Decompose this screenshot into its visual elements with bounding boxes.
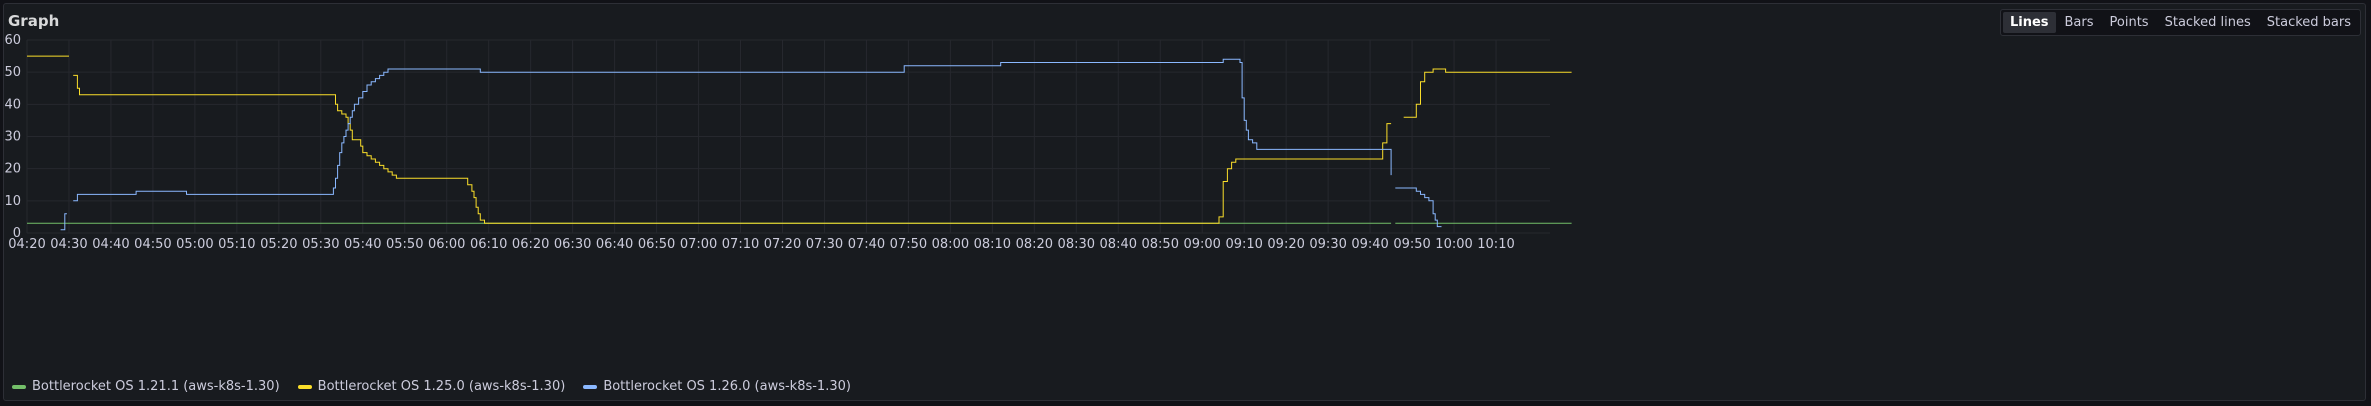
y-tick-label: 40 — [4, 97, 21, 112]
y-tick-label: 30 — [4, 130, 21, 145]
x-tick-label: 05:40 — [344, 237, 381, 252]
x-tick-label: 08:10 — [974, 237, 1011, 252]
series-lines — [27, 55, 1572, 231]
legend-swatch-yellow — [297, 384, 312, 389]
x-tick-label: 05:00 — [176, 237, 213, 252]
y-axis-ticks: 0 10 20 30 40 50 60 — [4, 33, 21, 241]
legend: Bottlerocket OS 1.21.1 (aws-k8s-1.30) Bo… — [12, 379, 851, 394]
x-tick-label: 07:10 — [722, 237, 759, 252]
x-tick-label: 07:00 — [680, 237, 717, 252]
x-tick-label: 09:30 — [1309, 237, 1346, 252]
view-option-bars[interactable]: Bars — [2064, 15, 2094, 30]
x-tick-label: 06:40 — [596, 237, 633, 252]
grid — [26, 39, 1550, 234]
x-tick-label: 09:40 — [1351, 237, 1388, 252]
y-tick-label: 60 — [4, 33, 21, 48]
view-option-lines[interactable]: Lines — [2002, 12, 2056, 33]
x-tick-label: 10:10 — [1477, 237, 1514, 252]
x-tick-label: 04:50 — [134, 237, 171, 252]
x-axis-ticks: 04:20 04:30 04:40 04:50 05:00 05:10 05:20 05:30… — [8, 237, 1514, 252]
series-line — [1395, 187, 1442, 228]
y-tick-label: 20 — [4, 162, 21, 177]
x-tick-label: 07:20 — [764, 237, 801, 252]
view-mode-selector: Lines Bars Points Stacked lines Stacked … — [1999, 9, 2361, 36]
x-tick-label: 10:00 — [1435, 237, 1472, 252]
series-line — [73, 58, 1392, 202]
x-tick-label: 07:40 — [848, 237, 885, 252]
x-tick-label: 05:50 — [386, 237, 423, 252]
legend-label: Bottlerocket OS 1.21.1 (aws-k8s-1.30) — [32, 379, 280, 394]
legend-swatch-blue — [583, 384, 598, 389]
x-tick-label: 09:00 — [1183, 237, 1220, 252]
legend-item-1-21-1[interactable]: Bottlerocket OS 1.21.1 (aws-k8s-1.30) — [12, 379, 280, 394]
series-line — [73, 74, 1392, 224]
x-tick-label: 08:00 — [932, 237, 969, 252]
x-tick-label: 06:00 — [428, 237, 465, 252]
x-tick-label: 06:50 — [638, 237, 675, 252]
legend-item-1-25-0[interactable]: Bottlerocket OS 1.25.0 (aws-k8s-1.30) — [297, 379, 566, 394]
view-option-stacked-lines[interactable]: Stacked lines — [2164, 15, 2251, 30]
x-tick-label: 05:20 — [260, 237, 297, 252]
y-tick-label: 50 — [4, 65, 21, 80]
x-tick-label: 05:10 — [218, 237, 255, 252]
y-tick-label: 10 — [4, 194, 21, 209]
legend-swatch-green — [12, 384, 26, 389]
y-tick-label: 0 — [13, 226, 21, 241]
x-tick-label: 08:50 — [1142, 237, 1179, 252]
x-tick-label: 04:30 — [50, 237, 87, 252]
x-tick-label: 06:30 — [554, 237, 591, 252]
legend-label: Bottlerocket OS 1.25.0 (aws-k8s-1.30) — [317, 379, 566, 394]
x-tick-label: 07:30 — [806, 237, 843, 252]
legend-item-1-26-0[interactable]: Bottlerocket OS 1.26.0 (aws-k8s-1.30) — [583, 379, 851, 394]
x-tick-label: 09:10 — [1225, 237, 1262, 252]
x-tick-label: 08:40 — [1100, 237, 1137, 252]
x-tick-label: 07:50 — [890, 237, 927, 252]
x-tick-label: 09:50 — [1393, 237, 1430, 252]
view-option-stacked-bars[interactable]: Stacked bars — [2266, 15, 2351, 30]
series-line — [60, 213, 67, 231]
panel-title: Graph — [8, 12, 60, 30]
x-tick-label: 05:30 — [302, 237, 339, 252]
x-tick-label: 09:20 — [1267, 237, 1304, 252]
x-tick-label: 08:30 — [1058, 237, 1095, 252]
x-tick-label: 06:20 — [512, 237, 549, 252]
x-tick-label: 06:10 — [470, 237, 507, 252]
x-tick-label: 08:20 — [1016, 237, 1053, 252]
series-line — [1403, 68, 1572, 118]
x-tick-label: 04:40 — [92, 237, 129, 252]
legend-label: Bottlerocket OS 1.26.0 (aws-k8s-1.30) — [603, 379, 851, 394]
x-tick-label: 04:20 — [8, 237, 45, 252]
view-option-points[interactable]: Points — [2109, 15, 2149, 30]
